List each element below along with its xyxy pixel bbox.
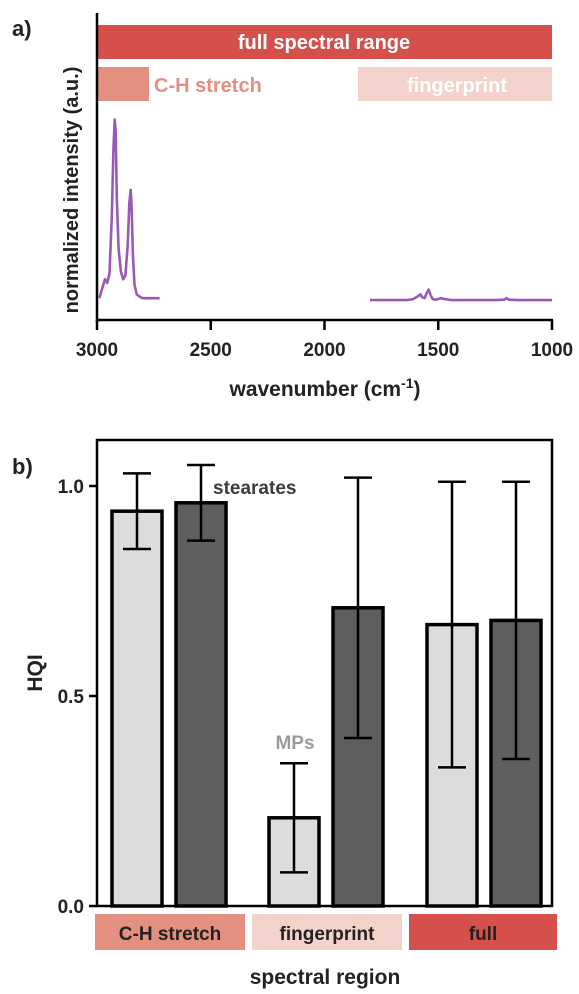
panel-b-frame xyxy=(95,438,554,908)
fingerprint-label: fingerprint xyxy=(407,75,507,97)
panel-a-spectrum xyxy=(98,118,552,302)
panel-b-y-ticks: 0.0 0.5 1.0 xyxy=(58,477,97,918)
spectrum-line-1 xyxy=(370,288,552,302)
panel-b-bars xyxy=(110,501,543,908)
panel-a-y-label: normalized intensity (a.u.) xyxy=(61,67,83,314)
panel-b-label: b) xyxy=(12,454,33,479)
category-band-ch-stretch xyxy=(95,914,245,950)
panel-a-label: a) xyxy=(12,16,32,41)
x-tick-label: 3000 xyxy=(76,340,118,361)
mps-series-label: MPs xyxy=(275,733,314,754)
category-label-ch-stretch: C-H stretch xyxy=(119,924,221,945)
stearates-series-label: stearates xyxy=(213,478,296,499)
category-band-fingerprint xyxy=(252,914,402,950)
panel-b-x-label: spectral region xyxy=(250,966,401,989)
x-tick-label: 1000 xyxy=(531,340,573,361)
y-tick-label: 1.0 xyxy=(58,477,84,498)
full-spectral-range-label: full spectral range xyxy=(238,32,410,54)
panel-a-x-ticks: 3000 2500 2000 1500 1000 xyxy=(76,320,573,361)
x-tick-label: 1500 xyxy=(417,340,459,361)
x-tick-label: 2500 xyxy=(190,340,232,361)
ch-stretch-band xyxy=(97,67,149,101)
bar-mps-0 xyxy=(110,509,164,908)
panel-b-y-label: HQI xyxy=(24,654,47,691)
x-tick-label: 2000 xyxy=(303,340,345,361)
fingerprint-band xyxy=(358,67,552,101)
category-label-full: full xyxy=(469,924,498,945)
y-tick-label: 0.5 xyxy=(58,687,85,708)
category-band-full xyxy=(409,914,557,950)
bar-stearates-1 xyxy=(331,606,385,908)
spectrum-line-0 xyxy=(98,118,160,300)
panel-a-x-label: wavenumber (cm-1) xyxy=(228,375,420,401)
bar-stearates-0 xyxy=(174,501,228,908)
y-tick-label: 0.0 xyxy=(58,897,84,918)
full-spectral-range-band xyxy=(97,25,552,59)
category-label-fingerprint: fingerprint xyxy=(280,924,376,945)
panel-b-error-bars xyxy=(123,463,530,874)
ch-stretch-label: C-H stretch xyxy=(154,75,262,97)
